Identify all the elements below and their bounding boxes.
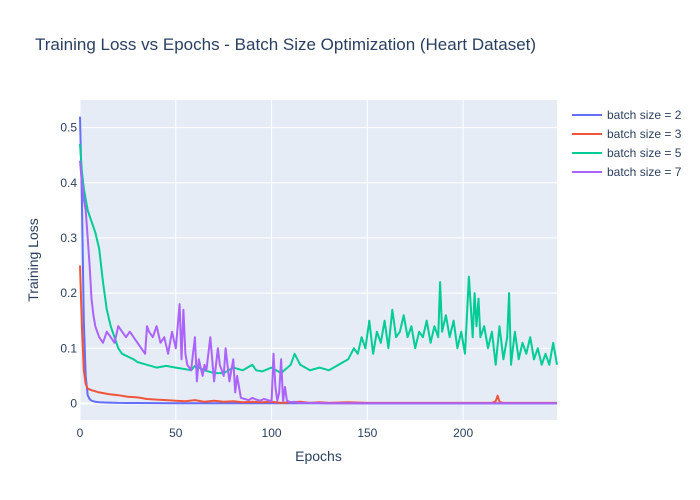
x-tick-label: 100 bbox=[262, 426, 282, 440]
x-axis-title: Epochs bbox=[295, 448, 342, 464]
y-axis-title: Training Loss bbox=[25, 218, 41, 302]
legend: batch size = 2 batch size = 3 batch size =… bbox=[572, 108, 682, 179]
series-layer bbox=[79, 116, 558, 405]
y-tick-label: 0 bbox=[70, 396, 77, 410]
y-tick-label: 0.4 bbox=[60, 176, 77, 190]
axis-ticks: 0 50 100 150 200 0 0.1 0.2 0.3 0.4 0.5 bbox=[60, 121, 473, 440]
x-tick-label: 200 bbox=[453, 426, 473, 440]
x-tick-label: 50 bbox=[169, 426, 183, 440]
plot-area bbox=[80, 100, 557, 420]
series-line-batch-size-7 bbox=[79, 160, 557, 405]
y-tick-label: 0.1 bbox=[60, 341, 77, 355]
legend-label: batch size = 5 bbox=[607, 146, 682, 160]
legend-label: batch size = 2 bbox=[607, 108, 682, 122]
y-tick-label: 0.5 bbox=[60, 121, 77, 135]
y-tick-label: 0.2 bbox=[60, 286, 77, 300]
x-tick-label: 150 bbox=[357, 426, 377, 440]
y-tick-label: 0.3 bbox=[60, 231, 77, 245]
legend-label: batch size = 3 bbox=[607, 127, 682, 141]
legend-label: batch size = 7 bbox=[607, 165, 682, 179]
series-line-batch-size-5 bbox=[79, 144, 558, 375]
chart-title: Training Loss vs Epochs - Batch Size Opt… bbox=[35, 35, 536, 54]
x-tick-label: 0 bbox=[77, 426, 84, 440]
